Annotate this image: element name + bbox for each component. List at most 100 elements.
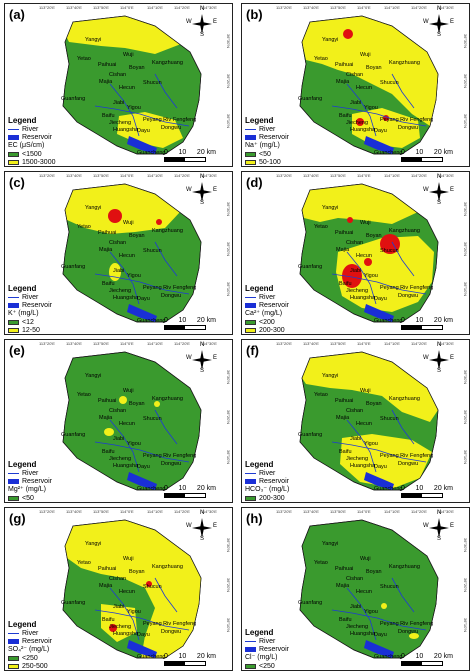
legend-class: <50 bbox=[8, 494, 52, 502]
north-arrow-icon: N S E W bbox=[423, 510, 454, 542]
longitude-tick: 113°20'E bbox=[39, 341, 55, 346]
compass-letter-s: S bbox=[437, 536, 442, 542]
latitude-tick: 36°30'N bbox=[463, 201, 468, 216]
place-label: Dongwu bbox=[161, 125, 182, 131]
place-label: Hecun bbox=[356, 421, 372, 427]
compass-letter-w: W bbox=[186, 523, 192, 529]
longitude-tick: 113°20'E bbox=[39, 173, 55, 178]
compass-letter-n: N bbox=[200, 342, 205, 348]
longitude-tick: 113°40'E bbox=[66, 173, 82, 178]
legend-title: Legend bbox=[8, 620, 37, 629]
legend-text: Reservoir bbox=[22, 301, 52, 309]
map-svg bbox=[62, 519, 202, 659]
concentration-zone-yellow bbox=[302, 16, 438, 126]
legend-swatch bbox=[245, 478, 256, 484]
place-label: Baifu bbox=[339, 617, 352, 623]
scale-bar: 0 10 20 km bbox=[401, 485, 453, 498]
place-label: Wuji bbox=[123, 388, 134, 394]
longitude-tick: 113°50'E bbox=[93, 509, 109, 514]
compass-letter-e: E bbox=[450, 355, 455, 361]
concentration-zone-red bbox=[156, 219, 162, 225]
latitude-tick: 36°10'N bbox=[463, 113, 468, 128]
place-label: Boyan bbox=[129, 401, 145, 407]
legend-swatch bbox=[8, 319, 19, 325]
longitude-tick: 113°20'E bbox=[276, 173, 292, 178]
place-label: Boyan bbox=[129, 569, 145, 575]
longitude-tick: 113°40'E bbox=[66, 5, 82, 10]
legend-text: <250 bbox=[259, 662, 275, 670]
place-label: Yetao bbox=[314, 56, 328, 62]
latitude-tick: 36°10'N bbox=[463, 617, 468, 632]
place-label: Dayu bbox=[374, 128, 387, 134]
legend-class: 12-50 bbox=[8, 326, 52, 334]
river-line bbox=[154, 73, 178, 109]
place-label: Guanfang bbox=[298, 96, 323, 102]
legend-class: <250 bbox=[245, 662, 289, 670]
legend-swatch bbox=[8, 632, 19, 634]
map-panel-b: (b) 113°20'E 113°40'E 113°50'E 114°0'E 114°10… bbox=[241, 3, 470, 167]
legend-swatch bbox=[245, 159, 256, 165]
compass-letter-n: N bbox=[437, 510, 442, 516]
compass-letter-w: W bbox=[186, 19, 192, 25]
place-label: Yigou bbox=[127, 273, 141, 279]
river-line bbox=[346, 419, 377, 473]
legend-river: River bbox=[8, 469, 52, 477]
place-label: Cishan bbox=[346, 72, 364, 78]
place-label: Jiecheng bbox=[109, 288, 132, 294]
legend-class: 200-300 bbox=[245, 326, 289, 334]
north-arrow-icon: N S E W bbox=[186, 6, 217, 38]
place-label: Wuji bbox=[123, 52, 134, 58]
place-label: Shucun bbox=[380, 416, 399, 422]
longitude-tick: 114°20'E bbox=[174, 341, 190, 346]
place-label: Yetao bbox=[314, 392, 328, 398]
legend-parameter: K⁺ (mg/L) bbox=[8, 310, 39, 317]
legend-class: <12 bbox=[8, 318, 52, 326]
legend-river: River bbox=[245, 125, 289, 133]
legend-text: River bbox=[22, 629, 39, 637]
compass-letter-n: N bbox=[200, 6, 205, 12]
place-label: Yetao bbox=[314, 560, 328, 566]
longitude-tick: 114°0'E bbox=[357, 341, 371, 346]
longitude-tick: 114°20'E bbox=[174, 5, 190, 10]
place-label: Guancheng bbox=[137, 486, 166, 492]
place-label: Yangyi bbox=[322, 541, 339, 547]
longitude-tick: 114°10'E bbox=[384, 341, 400, 346]
place-label: Kangzhuang bbox=[152, 564, 183, 570]
panel-label: (d) bbox=[246, 175, 263, 190]
place-label: Boyan bbox=[366, 233, 382, 239]
legend-text: 50-100 bbox=[259, 158, 281, 166]
legend-text: River bbox=[259, 469, 276, 477]
legend-text: 50-150 bbox=[22, 502, 44, 503]
place-label: Fengfeng bbox=[410, 453, 434, 459]
legend-swatch bbox=[245, 646, 256, 652]
place-label: Dayu bbox=[137, 632, 150, 638]
place-label: Shucun bbox=[143, 248, 162, 254]
place-label: Cishan bbox=[109, 72, 127, 78]
place-label: Cishan bbox=[346, 576, 364, 582]
place-label: Huangsha bbox=[113, 295, 139, 301]
scale-label: 10 bbox=[178, 653, 187, 660]
river-line bbox=[109, 83, 140, 137]
longitude-tick: 114°30'E bbox=[438, 341, 454, 346]
place-label: Guancheng bbox=[374, 318, 403, 324]
legend-text: Reservoir bbox=[22, 477, 52, 485]
place-label: Majia bbox=[336, 415, 350, 421]
concentration-zone-red bbox=[347, 217, 353, 223]
legend-title: Legend bbox=[8, 460, 37, 469]
scale-label: 20 km bbox=[196, 653, 216, 660]
legend-text: Reservoir bbox=[259, 645, 289, 653]
scale-bar: 0 10 20 km bbox=[164, 653, 216, 666]
legend-class: <250 bbox=[8, 654, 52, 662]
place-label: Cishan bbox=[346, 408, 364, 414]
place-label: Majia bbox=[99, 583, 113, 589]
legend-title: Legend bbox=[245, 116, 274, 125]
place-label: Peyang Riv bbox=[143, 621, 172, 627]
scale-labels: 0 10 20 km bbox=[164, 317, 216, 324]
place-label: Paihuai bbox=[98, 566, 117, 572]
place-label: Paihuai bbox=[335, 230, 354, 236]
scale-graphic bbox=[164, 325, 206, 330]
place-label: Baifu bbox=[102, 449, 115, 455]
legend-river: River bbox=[8, 125, 55, 133]
